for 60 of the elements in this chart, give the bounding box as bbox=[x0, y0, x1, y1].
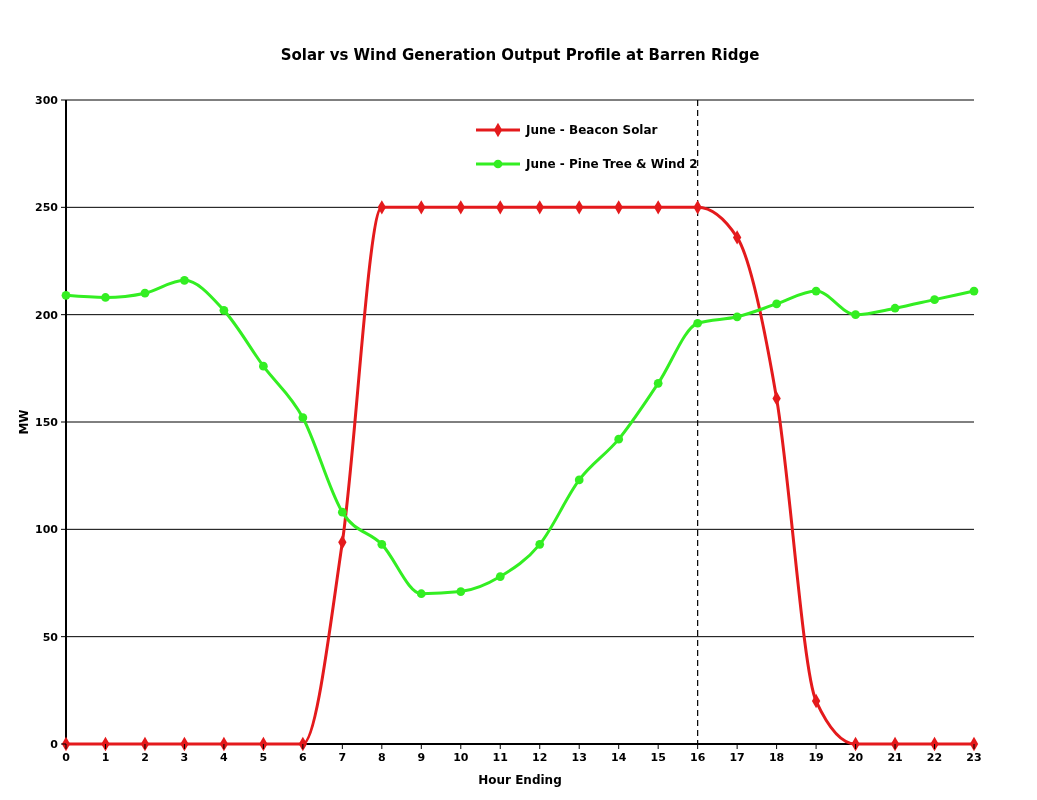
y-tick-label: 100 bbox=[35, 523, 59, 537]
x-tick-label: 9 bbox=[417, 751, 426, 764]
x-tick-label: 17 bbox=[729, 751, 745, 764]
x-tick-label: 6 bbox=[299, 751, 308, 764]
point bbox=[377, 540, 387, 549]
x-tick-label: 5 bbox=[259, 751, 268, 764]
point bbox=[180, 275, 189, 285]
point bbox=[811, 286, 821, 296]
x-tick-label: 3 bbox=[180, 751, 189, 764]
point bbox=[219, 306, 229, 315]
point bbox=[772, 299, 781, 309]
x-tick-label: 22 bbox=[926, 751, 943, 764]
point bbox=[969, 286, 979, 296]
x-tick-label: 12 bbox=[532, 751, 548, 764]
x-tick-label: 16 bbox=[690, 751, 706, 764]
x-axis-title: Hour Ending bbox=[478, 773, 562, 787]
x-tick-label: 1 bbox=[101, 751, 110, 764]
y-tick-label: 50 bbox=[42, 630, 59, 644]
x-tick-label: 2 bbox=[141, 751, 149, 764]
point bbox=[574, 475, 584, 485]
point bbox=[140, 288, 150, 298]
point bbox=[101, 293, 110, 302]
point bbox=[61, 290, 71, 300]
x-tick-label: 14 bbox=[611, 751, 627, 764]
x-tick-label: 8 bbox=[378, 751, 386, 764]
x-tick-label: 0 bbox=[62, 751, 71, 764]
point bbox=[298, 413, 308, 423]
x-tick-label: 21 bbox=[887, 751, 903, 764]
point bbox=[693, 318, 703, 328]
point bbox=[851, 310, 860, 320]
x-tick-label: 4 bbox=[220, 751, 229, 764]
point bbox=[890, 303, 900, 313]
point bbox=[337, 507, 347, 517]
y-tick-label: 200 bbox=[35, 308, 59, 322]
x-tick-label: 15 bbox=[650, 751, 666, 764]
point bbox=[416, 589, 426, 599]
point bbox=[614, 434, 624, 444]
point bbox=[535, 540, 545, 549]
point bbox=[653, 379, 663, 388]
x-tick-label: 19 bbox=[808, 751, 824, 764]
point bbox=[495, 572, 505, 581]
y-tick-label: 0 bbox=[50, 738, 59, 751]
point bbox=[732, 312, 742, 322]
x-tick-label: 11 bbox=[492, 751, 508, 764]
x-tick-label: 20 bbox=[847, 751, 864, 764]
chart-title: Solar vs Wind Generation Output Profile at Barren Ridge bbox=[280, 46, 760, 64]
point bbox=[456, 587, 466, 596]
x-tick-label: 7 bbox=[338, 751, 347, 764]
y-tick-label: 250 bbox=[35, 201, 59, 215]
x-tick-label: 23 bbox=[966, 751, 982, 764]
point bbox=[259, 361, 268, 371]
point bbox=[930, 295, 939, 304]
y-axis-title: MW bbox=[17, 409, 31, 435]
y-tick-label: 150 bbox=[35, 416, 59, 429]
x-tick-label: 10 bbox=[453, 751, 469, 764]
x-tick-label: 18 bbox=[768, 751, 785, 764]
x-tick-label: 13 bbox=[571, 751, 587, 764]
legend-label: June - Pine Tree & Wind 2 bbox=[525, 157, 698, 171]
legend-label: June - Beacon Solar bbox=[525, 123, 658, 137]
y-tick-label: 300 bbox=[35, 94, 59, 107]
